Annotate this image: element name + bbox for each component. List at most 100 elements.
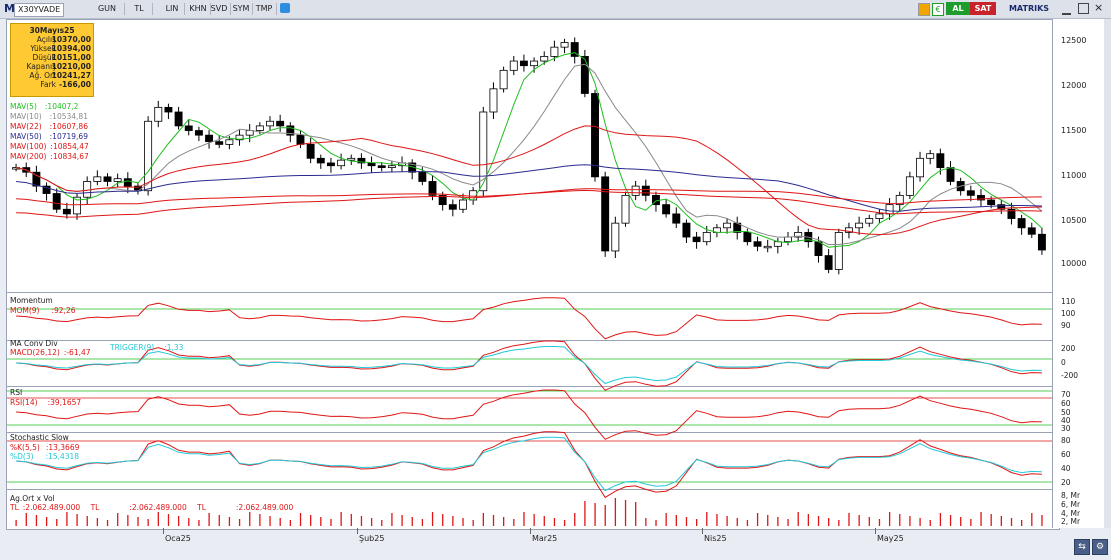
maximize-icon[interactable] <box>1078 3 1089 14</box>
scroll-left-icon[interactable]: ⇆ <box>1074 539 1090 555</box>
candle-body <box>164 106 173 113</box>
candle-body <box>459 199 467 210</box>
mav10-legend: MAV(10):10534,81 <box>10 112 88 121</box>
info-value: -166,00 <box>58 80 91 89</box>
mav200-legend: MAV(200):10834,67 <box>10 152 89 161</box>
candle-body <box>62 208 71 215</box>
volume-bar <box>543 516 545 526</box>
volume-bar <box>198 520 200 526</box>
info-key: Yüksek <box>30 44 56 53</box>
tb-button-tl[interactable]: TL <box>126 3 153 15</box>
ma-value: :10534,81 <box>49 112 88 121</box>
candle-body <box>326 162 335 167</box>
minimize-icon[interactable] <box>1062 4 1071 15</box>
tb-button-gun[interactable]: GUN <box>90 3 125 15</box>
volume-bar <box>899 514 901 526</box>
volume-title: Ag.Ort x Vol <box>10 494 55 503</box>
tb-button-tmp[interactable]: TMP <box>252 3 277 15</box>
tb-button-sym[interactable]: SYM <box>230 3 253 15</box>
x-tick-mark <box>163 528 164 534</box>
mav100-legend: MAV(100):10854,47 <box>10 142 89 151</box>
currency-icon[interactable]: € <box>932 3 944 16</box>
volume-bar <box>980 512 982 526</box>
candle-body <box>875 213 884 219</box>
chart-area[interactable] <box>6 19 1060 530</box>
candle-body <box>184 125 193 131</box>
price-tick: 11500 <box>1061 126 1087 135</box>
symbol-selector[interactable]: X30YVADE <box>14 3 65 17</box>
volume-bar <box>167 514 170 526</box>
twitter-icon[interactable] <box>280 3 290 13</box>
macd-value: :-61,47 <box>63 348 91 357</box>
ohlc-info-box: 30Mayıs25 Açılış 10370,00 Yüksek 10394,00 … <box>10 23 94 97</box>
candle-body <box>337 159 346 167</box>
rsi-tick: 30 <box>1061 424 1071 433</box>
momentum-title: Momentum <box>10 296 53 305</box>
volume-bar <box>492 515 495 526</box>
candle-body <box>1017 218 1026 229</box>
tb-button-khn[interactable]: KHN <box>186 3 211 15</box>
candle-body <box>692 236 701 243</box>
volume-bar <box>594 503 596 526</box>
price-tick: 10500 <box>1061 216 1087 225</box>
stoch-k-legend: %K(5,5):13,3669 <box>10 443 79 452</box>
mom-label: MOM(9) <box>10 306 40 315</box>
candle-body <box>519 60 528 67</box>
volume-bar <box>421 519 424 526</box>
candle-body <box>601 176 610 252</box>
volume-bar <box>574 513 576 526</box>
vol-tick: 2, Mr <box>1061 517 1081 526</box>
volume-bar <box>563 520 566 526</box>
candle-body <box>266 120 274 127</box>
volume-bar <box>482 513 484 526</box>
vol-value: :2.062.489.000 <box>235 503 294 512</box>
toolbar: M X30YVADE GUN TL LIN KHN SVD SYM TMP € … <box>0 0 1111 19</box>
mav22-legend: MAV(22):10607,86 <box>10 122 88 131</box>
x-label: Oca25 <box>165 534 191 543</box>
macd-tick: 0 <box>1061 358 1066 367</box>
volume-bar <box>909 516 911 526</box>
candle-body <box>895 194 904 206</box>
tb-button-lin[interactable]: LIN <box>160 3 185 15</box>
vol-unit: TL <box>197 503 206 512</box>
volume-bar <box>106 520 109 526</box>
candle-body <box>855 222 864 229</box>
candle-body <box>245 130 254 136</box>
panel-divider <box>7 340 1059 341</box>
stoch-k-value: :13,3669 <box>45 443 80 452</box>
settings-icon[interactable]: ⚙ <box>1092 539 1108 555</box>
volume-bar <box>848 513 850 526</box>
volume-bar <box>350 514 352 526</box>
moving-average-line <box>15 125 1042 236</box>
candle-body <box>52 193 61 210</box>
tb-button-svd[interactable]: SVD <box>208 3 231 15</box>
volume-bar <box>137 517 139 526</box>
app-logo: M <box>4 2 15 15</box>
info-value: 10370,00 <box>51 35 91 44</box>
stoch-tick: 40 <box>1061 464 1071 473</box>
refresh-icon[interactable] <box>918 3 930 16</box>
volume-bar <box>736 518 738 526</box>
panel-divider <box>7 386 1059 387</box>
info-value: 10151,00 <box>51 53 91 62</box>
volume-bar <box>1041 515 1043 526</box>
volume-bar <box>45 517 48 526</box>
volume-bar <box>888 512 891 526</box>
price-chart <box>7 37 1059 526</box>
mom-tick: 110 <box>1061 297 1076 306</box>
sell-button[interactable]: SAT <box>970 2 996 15</box>
scrollbar[interactable] <box>1104 19 1111 528</box>
volume-bar <box>411 517 413 526</box>
volume-bar <box>401 515 403 526</box>
info-value: 10210,00 <box>51 62 91 71</box>
volume-bar <box>990 514 992 526</box>
volume-bar <box>675 515 677 526</box>
candle-body <box>885 204 894 215</box>
volume-bar <box>828 518 830 526</box>
candle-body <box>1027 227 1036 235</box>
close-icon[interactable]: × <box>1094 1 1104 14</box>
buy-button[interactable]: AL <box>946 2 970 15</box>
candle-body <box>916 157 924 178</box>
candle-body <box>702 232 711 243</box>
rsi-tick: 40 <box>1061 416 1071 425</box>
